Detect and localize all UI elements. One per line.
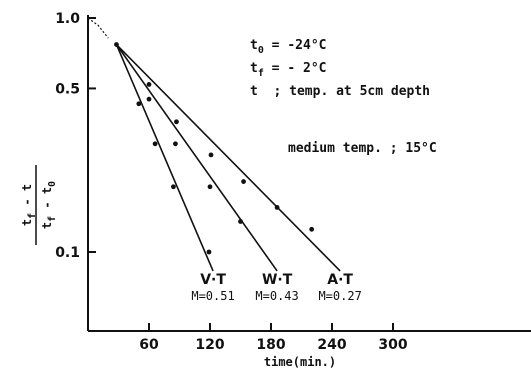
series-name-label: V·T	[200, 272, 226, 288]
fit-lines	[87, 17, 341, 272]
series-line	[115, 44, 278, 272]
x-tick-label: 60	[139, 337, 159, 353]
data-point	[114, 42, 119, 47]
series-name-label: W·T	[262, 272, 293, 288]
series-m-label: M=0.27	[318, 289, 361, 303]
data-point	[173, 141, 178, 147]
y-axis-title-denominator: tf - t0	[40, 181, 58, 229]
y-tick-label: 0.5	[55, 81, 80, 97]
series-m-label: M=0.43	[255, 289, 298, 303]
series-line	[115, 44, 214, 272]
data-point	[208, 152, 214, 158]
y-axis-title-numerator: tf - t	[20, 184, 38, 226]
data-point	[174, 119, 179, 125]
series-name-label: A·T	[327, 272, 353, 288]
series-labels: V·TM=0.51 W·TM=0.43 A·TM=0.27	[191, 272, 361, 303]
data-point	[146, 96, 152, 102]
annotations: t0 = -24°C tf = - 2°C t ; temp. at 5cm d…	[250, 38, 437, 156]
data-points	[114, 42, 315, 255]
initial-curve	[87, 17, 109, 39]
data-point	[146, 82, 152, 87]
x-tick-label: 240	[317, 337, 346, 353]
axes	[87, 15, 531, 332]
series-m-label: M=0.51	[191, 289, 234, 303]
y-tick-label: 0.1	[55, 245, 80, 261]
data-point	[241, 179, 246, 184]
annotation-medium-temp: medium temp. ; 15°C	[288, 141, 437, 156]
annotation-t0: t0 = -24°C	[250, 38, 326, 56]
y-axis-title: tf - t tf - t0	[20, 165, 58, 245]
x-tick-label: 120	[195, 337, 224, 353]
data-point	[171, 184, 176, 190]
annotation-tf: tf = - 2°C	[250, 61, 326, 79]
annotation-t: t ; temp. at 5cm depth	[250, 84, 430, 99]
series-line	[115, 43, 341, 272]
data-point	[274, 205, 280, 210]
data-point	[206, 249, 212, 255]
y-tick-label: 1.0	[55, 11, 80, 27]
data-point	[207, 184, 213, 190]
data-point	[152, 141, 158, 147]
data-point	[238, 219, 243, 224]
x-axis-title: time(min.)	[264, 355, 336, 369]
data-point	[136, 101, 142, 107]
x-tick-label: 300	[378, 337, 407, 353]
x-tick-label: 180	[256, 337, 285, 353]
tick-labels: 60 120 180 240 300 1.0 0.5 0.1	[55, 11, 408, 353]
ticks	[88, 17, 394, 331]
data-point	[309, 226, 315, 232]
